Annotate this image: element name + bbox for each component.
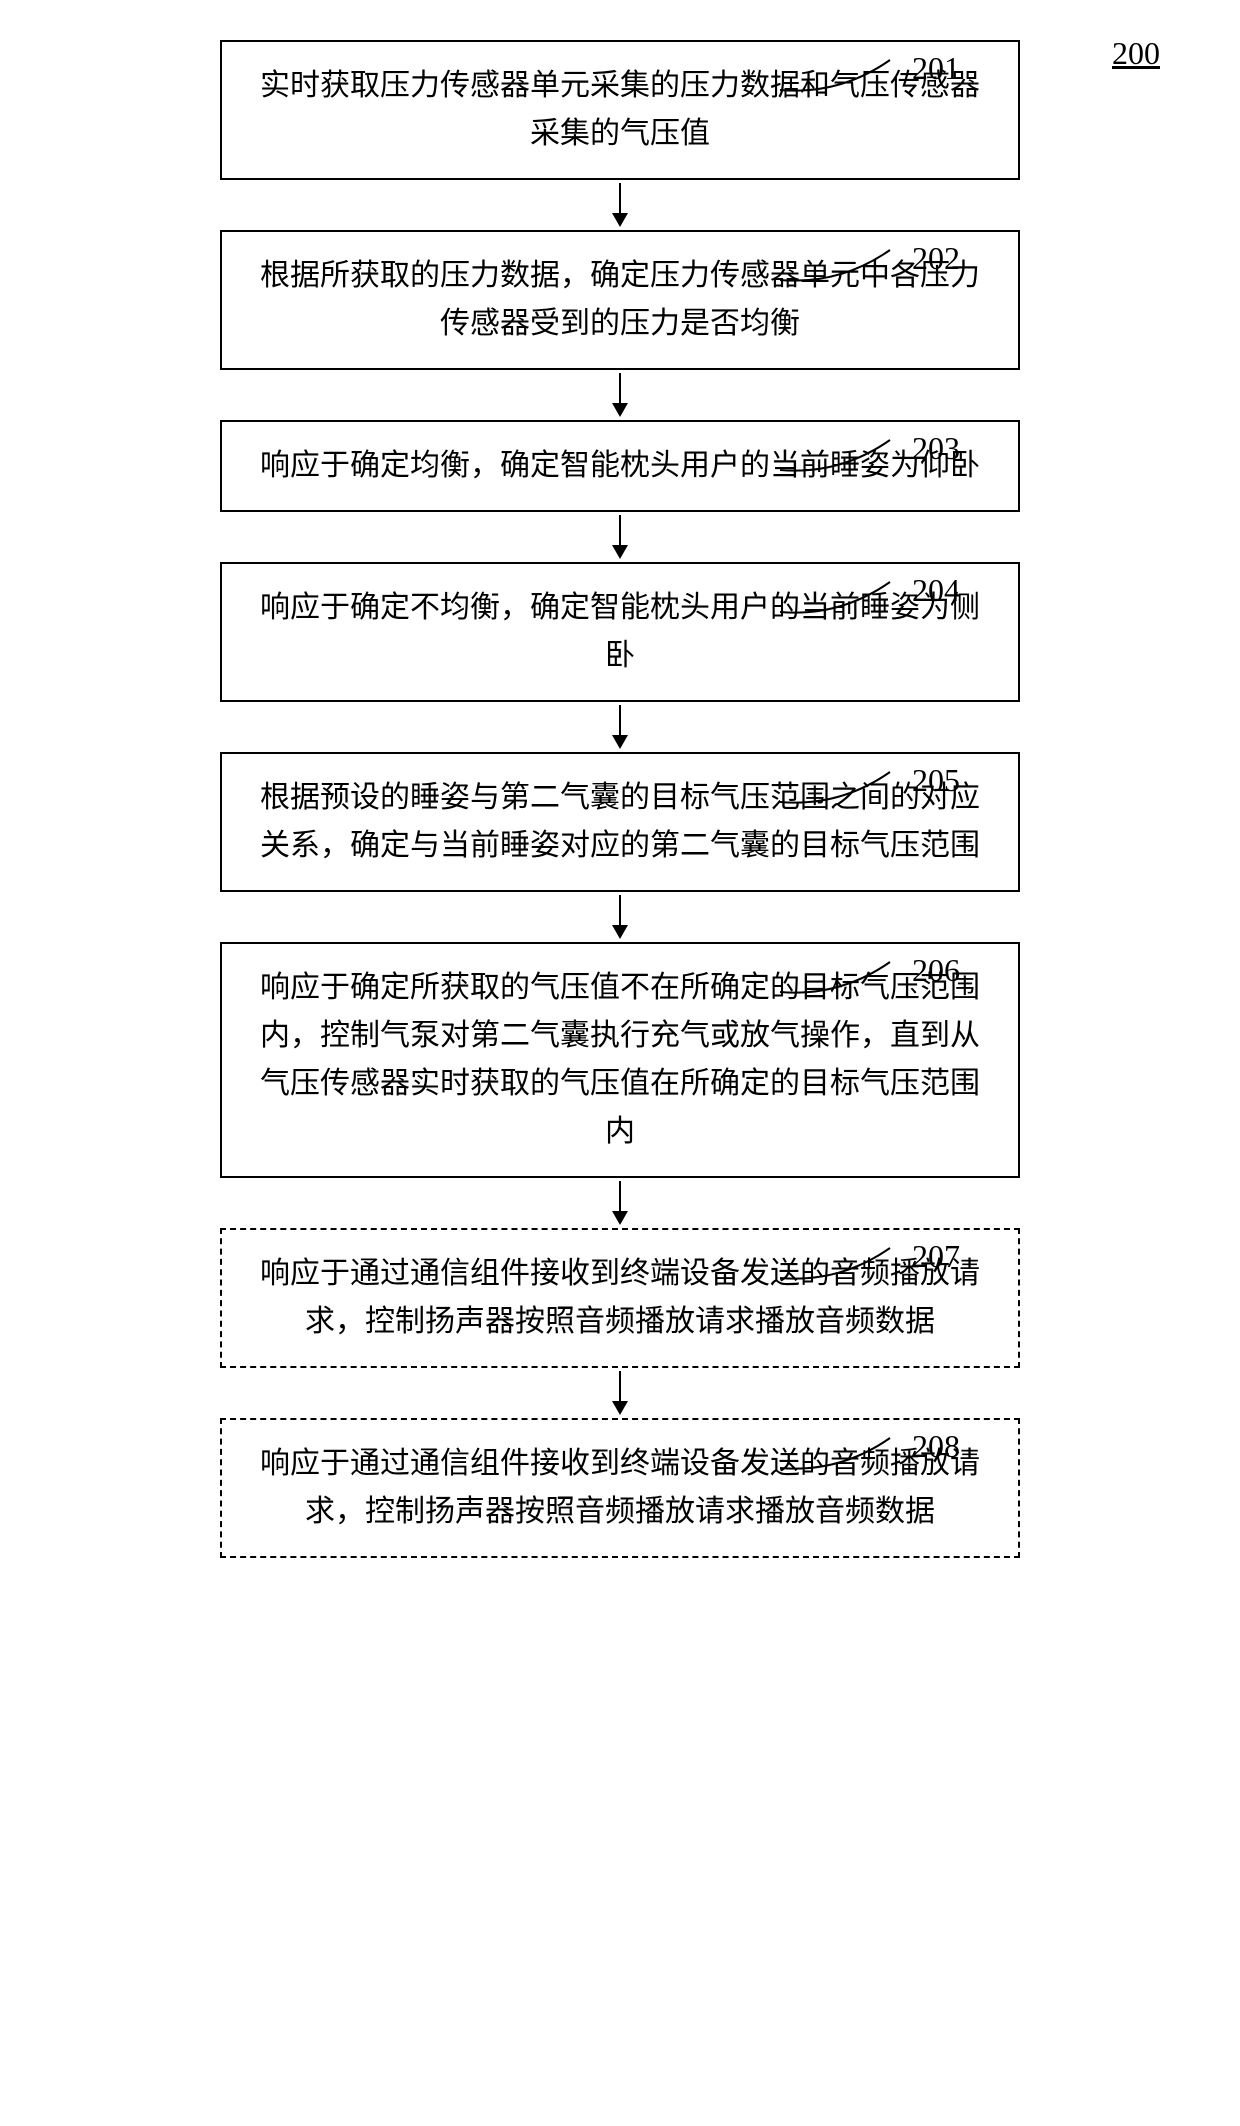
step-row: 响应于确定所获取的气压值不在所确定的目标气压范围内，控制气泵对第二气囊执行充气或…	[220, 942, 1020, 1178]
step-row: 根据预设的睡姿与第二气囊的目标气压范围之间的对应关系，确定与当前睡姿对应的第二气…	[220, 752, 1020, 892]
arrow-down-icon	[220, 702, 1020, 752]
step-row: 响应于通过通信组件接收到终端设备发送的音频播放请求，控制扬声器按照音频播放请求播…	[220, 1228, 1020, 1368]
step-connector	[780, 942, 900, 1022]
step-row: 根据所获取的压力数据，确定压力传感器单元中各压力传感器受到的压力是否均衡202	[220, 230, 1020, 370]
arrow-down-icon	[220, 180, 1020, 230]
arrow-down-icon	[220, 892, 1020, 942]
step-row: 实时获取压力传感器单元采集的压力数据和气压传感器采集的气压值201	[220, 40, 1020, 180]
step-connector	[780, 420, 900, 500]
arrow-down-icon	[220, 512, 1020, 562]
step-row: 响应于确定均衡，确定智能枕头用户的当前睡姿为仰卧203	[220, 420, 1020, 512]
flowchart-diagram: 200 实时获取压力传感器单元采集的压力数据和气压传感器采集的气压值201 根据…	[60, 40, 1180, 1558]
arrow-down-icon	[220, 1178, 1020, 1228]
step-connector	[780, 230, 900, 310]
step-row: 响应于确定不均衡，确定智能枕头用户的当前睡姿为侧卧204	[220, 562, 1020, 702]
arrow-down-icon	[220, 1368, 1020, 1418]
diagram-title: 200	[1112, 35, 1160, 72]
arrow-down-icon	[220, 370, 1020, 420]
step-connector	[780, 562, 900, 642]
step-row: 响应于通过通信组件接收到终端设备发送的音频播放请求，控制扬声器按照音频播放请求播…	[220, 1418, 1020, 1558]
step-connector	[780, 752, 900, 832]
step-connector	[780, 1418, 900, 1498]
step-connector	[780, 1228, 900, 1308]
steps-container: 实时获取压力传感器单元采集的压力数据和气压传感器采集的气压值201 根据所获取的…	[220, 40, 1020, 1558]
step-connector	[780, 40, 900, 120]
